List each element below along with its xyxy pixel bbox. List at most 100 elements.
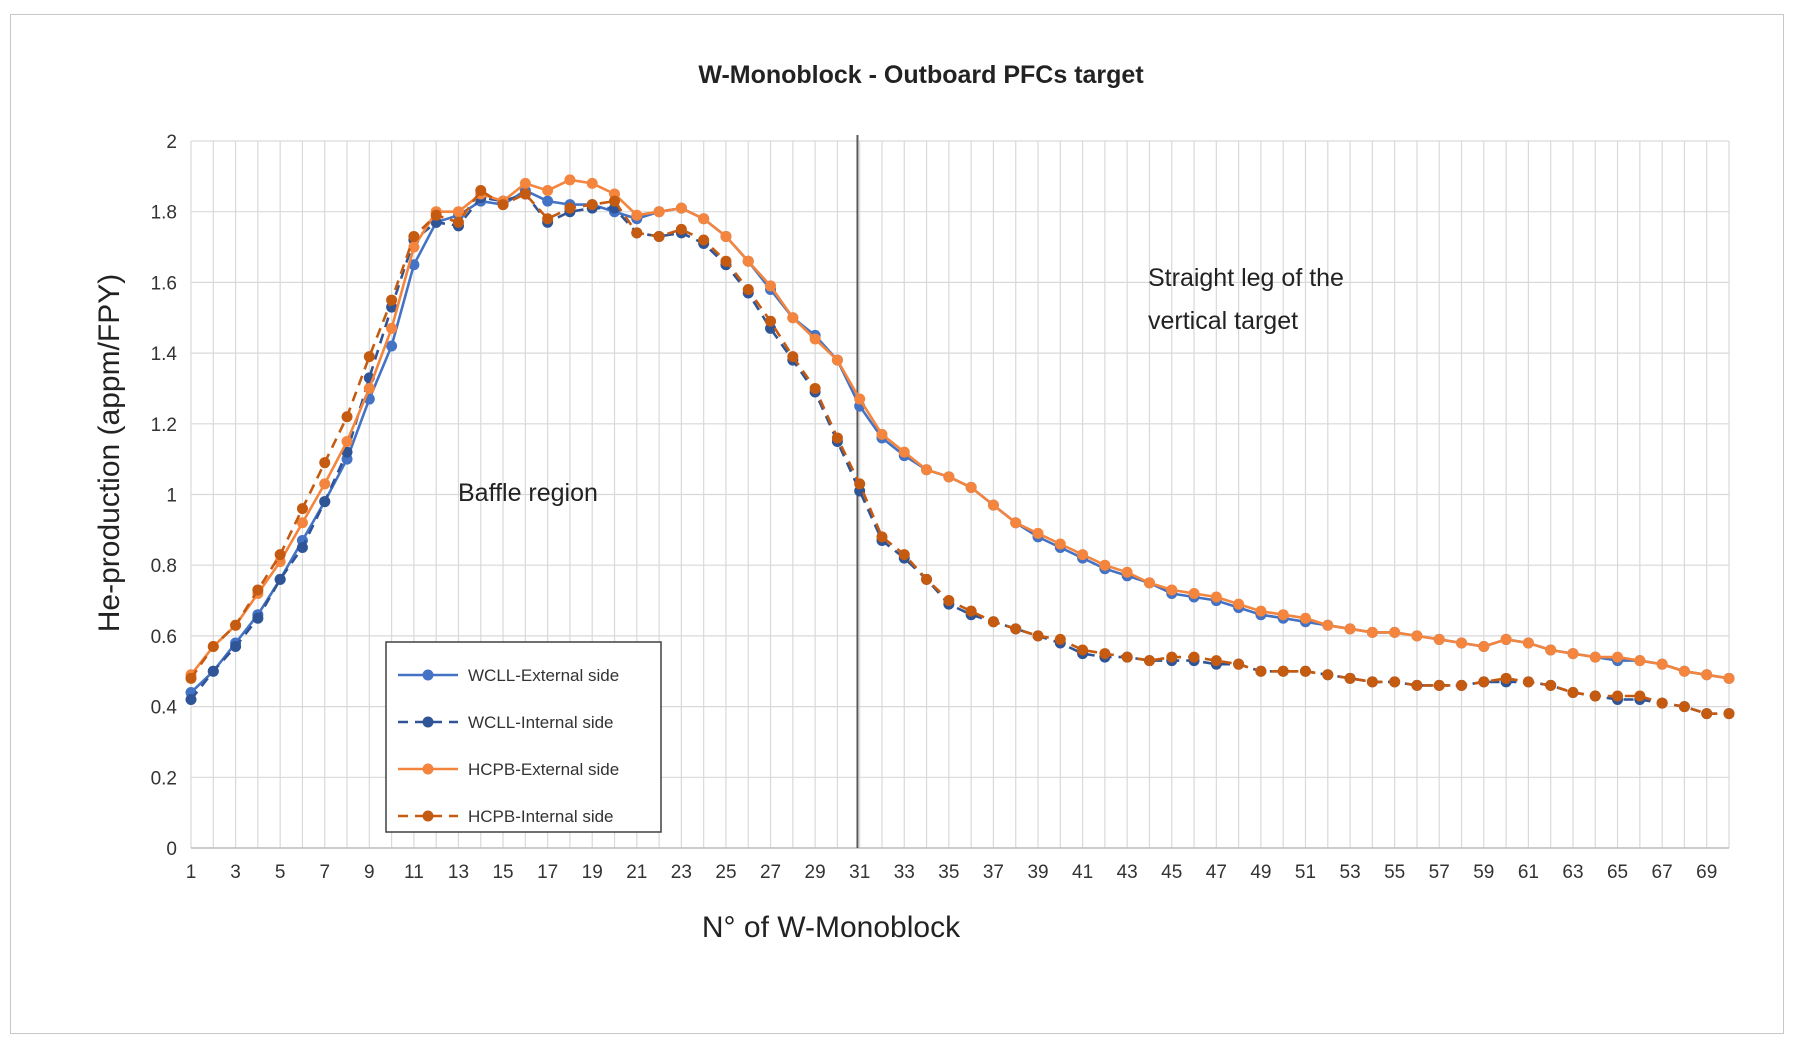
data-point [631, 227, 643, 239]
data-point [1099, 559, 1111, 571]
data-point [809, 333, 821, 345]
data-point [1188, 651, 1200, 663]
data-point [1143, 577, 1155, 589]
x-tick-label: 45 [1161, 862, 1182, 883]
chart-frame: W-Monoblock - Outboard PFCs target 0 0.2 0… [10, 14, 1784, 1034]
annotation-straight-leg-line2: vertical target [1148, 307, 1298, 335]
y-tick-label: 0.2 [151, 768, 177, 789]
data-point [854, 393, 866, 405]
data-point [1723, 708, 1735, 720]
legend-label: WCLL-External side [468, 666, 619, 685]
data-point [1054, 633, 1066, 645]
data-point [274, 549, 286, 561]
x-tick-label: 49 [1250, 862, 1271, 883]
data-point [1389, 676, 1401, 688]
data-point [653, 230, 665, 242]
data-point [1121, 566, 1133, 578]
data-point [787, 312, 799, 324]
data-point [1389, 626, 1401, 638]
data-point [185, 694, 197, 706]
data-point [1210, 655, 1222, 667]
data-point [296, 542, 308, 554]
data-point [898, 549, 910, 561]
data-point [921, 573, 933, 585]
data-point [1366, 676, 1378, 688]
data-point [1612, 651, 1624, 663]
x-tick-label: 67 [1652, 862, 1673, 883]
x-tick-label: 7 [319, 862, 330, 883]
data-point [653, 206, 665, 218]
x-tick-label: 37 [983, 862, 1004, 883]
x-tick-label: 59 [1473, 862, 1494, 883]
data-point [898, 446, 910, 458]
data-point [675, 202, 687, 214]
y-tick-label: 0 [166, 839, 177, 860]
data-point [965, 605, 977, 617]
y-ticks: 0 0.2 0.4 0.6 0.8 1 1.2 1.4 1.6 1.8 2 [151, 132, 178, 860]
data-point [1478, 641, 1490, 653]
y-tick-label: 1.4 [151, 344, 178, 365]
x-tick-label: 43 [1117, 862, 1138, 883]
data-point [765, 280, 777, 292]
data-point [1634, 690, 1646, 702]
data-point [1166, 651, 1178, 663]
data-point [430, 209, 442, 221]
data-point [1032, 527, 1044, 539]
data-point [1545, 644, 1557, 656]
data-point [564, 174, 576, 186]
data-point [452, 216, 464, 228]
x-tick-label: 63 [1562, 862, 1583, 883]
legend-label: WCLL-Internal side [468, 713, 614, 732]
data-point [1010, 623, 1022, 635]
data-point [987, 616, 999, 628]
data-point [1188, 587, 1200, 599]
data-point [1344, 672, 1356, 684]
data-point [765, 315, 777, 327]
y-tick-label: 0.6 [151, 627, 177, 648]
x-ticks: 1 3 5 7 9 11 13 15 17 19 21 23 25 27 29 31 33 35 37 39 41 43 4… [186, 862, 1718, 883]
data-point [921, 464, 933, 476]
x-tick-label: 5 [275, 862, 286, 883]
data-point [319, 478, 331, 490]
x-tick-label: 23 [671, 862, 692, 883]
annotation-baffle-region: Baffle region [458, 479, 598, 507]
data-point [809, 382, 821, 394]
data-point [1233, 598, 1245, 610]
data-point [386, 340, 398, 352]
y-tick-label: 1 [166, 486, 177, 507]
data-point [408, 230, 420, 242]
y-tick-label: 1.6 [151, 273, 177, 294]
data-point [1678, 665, 1690, 677]
data-point [185, 672, 197, 684]
data-point [341, 435, 353, 447]
data-point [296, 503, 308, 515]
data-point [252, 612, 264, 624]
x-tick-label: 1 [186, 862, 197, 883]
data-point [854, 478, 866, 490]
legend-label: HCPB-Internal side [468, 807, 614, 826]
data-point [497, 199, 509, 211]
legend: WCLL-External side WCLL-Internal side HCPB… [385, 641, 662, 833]
x-tick-label: 25 [715, 862, 736, 883]
data-point [1500, 672, 1512, 684]
data-point [1210, 591, 1222, 603]
data-point [542, 213, 554, 225]
chart-svg: W-Monoblock - Outboard PFCs target 00.20… [93, 61, 1735, 944]
data-point [386, 322, 398, 334]
x-axis-title: N° of W-Monoblock [702, 911, 961, 944]
x-tick-label: 13 [448, 862, 469, 883]
data-point [943, 471, 955, 483]
data-point [1678, 701, 1690, 713]
x-tick-label: 47 [1206, 862, 1227, 883]
data-point [296, 517, 308, 529]
series-hcpb-external-side [185, 174, 1735, 684]
x-tick-label: 33 [894, 862, 915, 883]
data-point [564, 202, 576, 214]
legend-swatch-marker [422, 669, 434, 681]
data-point [1701, 669, 1713, 681]
data-point [1656, 658, 1668, 670]
legend-label: HCPB-External side [468, 760, 619, 779]
data-point [943, 595, 955, 607]
data-point [720, 255, 732, 267]
data-point [1099, 648, 1111, 660]
